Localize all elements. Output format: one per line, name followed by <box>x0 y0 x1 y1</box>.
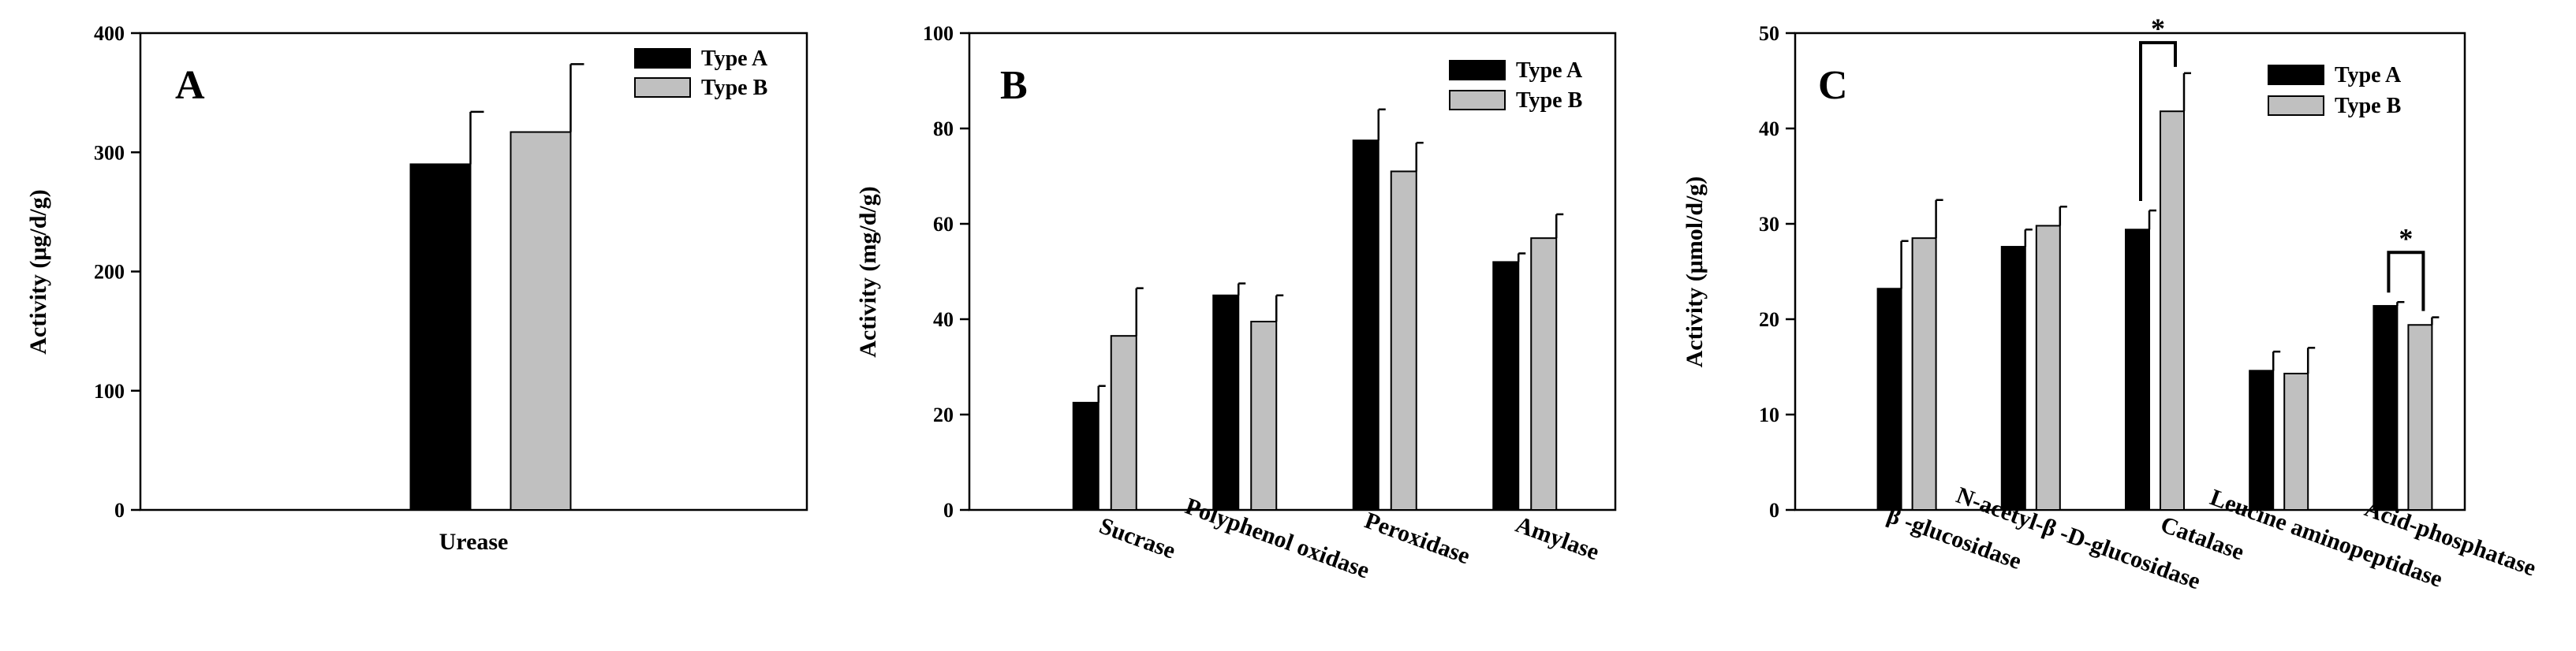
y-tick-label: 10 <box>1759 404 1779 426</box>
y-tick-label: 30 <box>1759 213 1779 236</box>
bar-type-a-4 <box>2373 305 2399 511</box>
legend-swatch <box>634 48 691 69</box>
legend-swatch <box>1449 60 1506 80</box>
significance-bracket <box>2139 41 2177 202</box>
bar-type-b-2 <box>2160 110 2185 511</box>
y-tick-label: 40 <box>933 308 954 331</box>
legend: Type A Type B <box>1449 58 1583 113</box>
bar-type-b-3 <box>2283 372 2309 511</box>
y-tick-label: 0 <box>1769 499 1779 522</box>
y-tick-label: 50 <box>1759 22 1779 45</box>
bar-type-a-1 <box>2000 246 2026 511</box>
bar-type-b-0 <box>510 131 572 511</box>
x-category-label: Sucrase <box>1096 512 1178 564</box>
legend: Type A Type B <box>2268 63 2402 118</box>
legend-label: Type B <box>2335 94 2401 118</box>
bar-type-b-0 <box>1911 237 1937 511</box>
bar-type-b-4 <box>2407 324 2433 512</box>
legend-label: Type A <box>2335 63 2402 87</box>
y-tick-label: 40 <box>1759 117 1779 140</box>
legend-label: Type B <box>701 76 767 100</box>
legend-label: Type A <box>701 46 768 71</box>
panel-letter: C <box>1818 63 1848 108</box>
x-category-label: Peroxidase <box>1361 508 1473 570</box>
legend-swatch <box>2268 95 2324 116</box>
y-tick-label: 0 <box>114 499 125 522</box>
y-axis-title: Activity (mg/d/g) <box>855 186 881 357</box>
significance-star: * <box>2399 222 2413 254</box>
y-axis-title: Activity (μmol/d/g) <box>1682 177 1708 368</box>
legend-label: Type B <box>1516 88 1582 113</box>
bar-type-a-0 <box>1876 288 1902 511</box>
bar-type-b-1 <box>1250 321 1278 511</box>
bar-type-b-1 <box>2035 225 2061 511</box>
y-tick-label: 100 <box>94 380 125 403</box>
bar-type-a-3 <box>1492 261 1520 511</box>
bar-type-a-3 <box>2249 370 2275 511</box>
bar-type-a-2 <box>2125 229 2150 511</box>
chart-panel-b: 0 20 40 60 80 100 Activity (mg/d/g) B Sucrase Pol… <box>855 22 1617 584</box>
plot-frame <box>139 32 808 512</box>
legend: Type A Type B <box>634 46 768 100</box>
significance-bracket <box>2387 251 2425 311</box>
y-tick-label: 400 <box>94 22 125 45</box>
y-tick-label: 0 <box>943 499 954 522</box>
y-axis-title: Activity (μg/d/g) <box>25 189 51 354</box>
y-tick-label: 20 <box>1759 308 1779 331</box>
bar-type-a-0 <box>409 163 472 511</box>
bar-type-b-0 <box>1110 335 1137 511</box>
y-tick-label: 100 <box>923 22 954 45</box>
chart-panel-a: 0 100 200 300 400 Activity (μg/d/g) A Urease Typ… <box>25 22 808 555</box>
legend-swatch <box>634 77 691 98</box>
legend-swatch <box>1449 90 1506 110</box>
significance-star: * <box>2151 13 2165 44</box>
x-category-label: Amylase <box>1512 512 1603 566</box>
panel-letter: A <box>175 63 205 108</box>
plot-frame <box>968 32 1617 512</box>
legend-swatch <box>2268 65 2324 85</box>
bar-type-a-0 <box>1072 401 1099 511</box>
bar-type-a-2 <box>1352 140 1379 511</box>
y-tick-label: 20 <box>933 404 954 426</box>
y-tick-label: 80 <box>933 117 954 140</box>
panel-letter: B <box>1000 63 1028 108</box>
bar-type-a-1 <box>1212 294 1240 511</box>
legend-label: Type A <box>1516 58 1583 83</box>
bar-type-b-3 <box>1530 237 1558 511</box>
y-tick-label: 60 <box>933 213 954 236</box>
x-category-label: Urease <box>439 529 509 555</box>
x-category-label: Polyphenol oxidase <box>1182 493 1372 584</box>
y-tick-label: 300 <box>94 141 125 164</box>
bar-type-b-2 <box>1390 170 1417 511</box>
y-tick-label: 200 <box>94 261 125 284</box>
